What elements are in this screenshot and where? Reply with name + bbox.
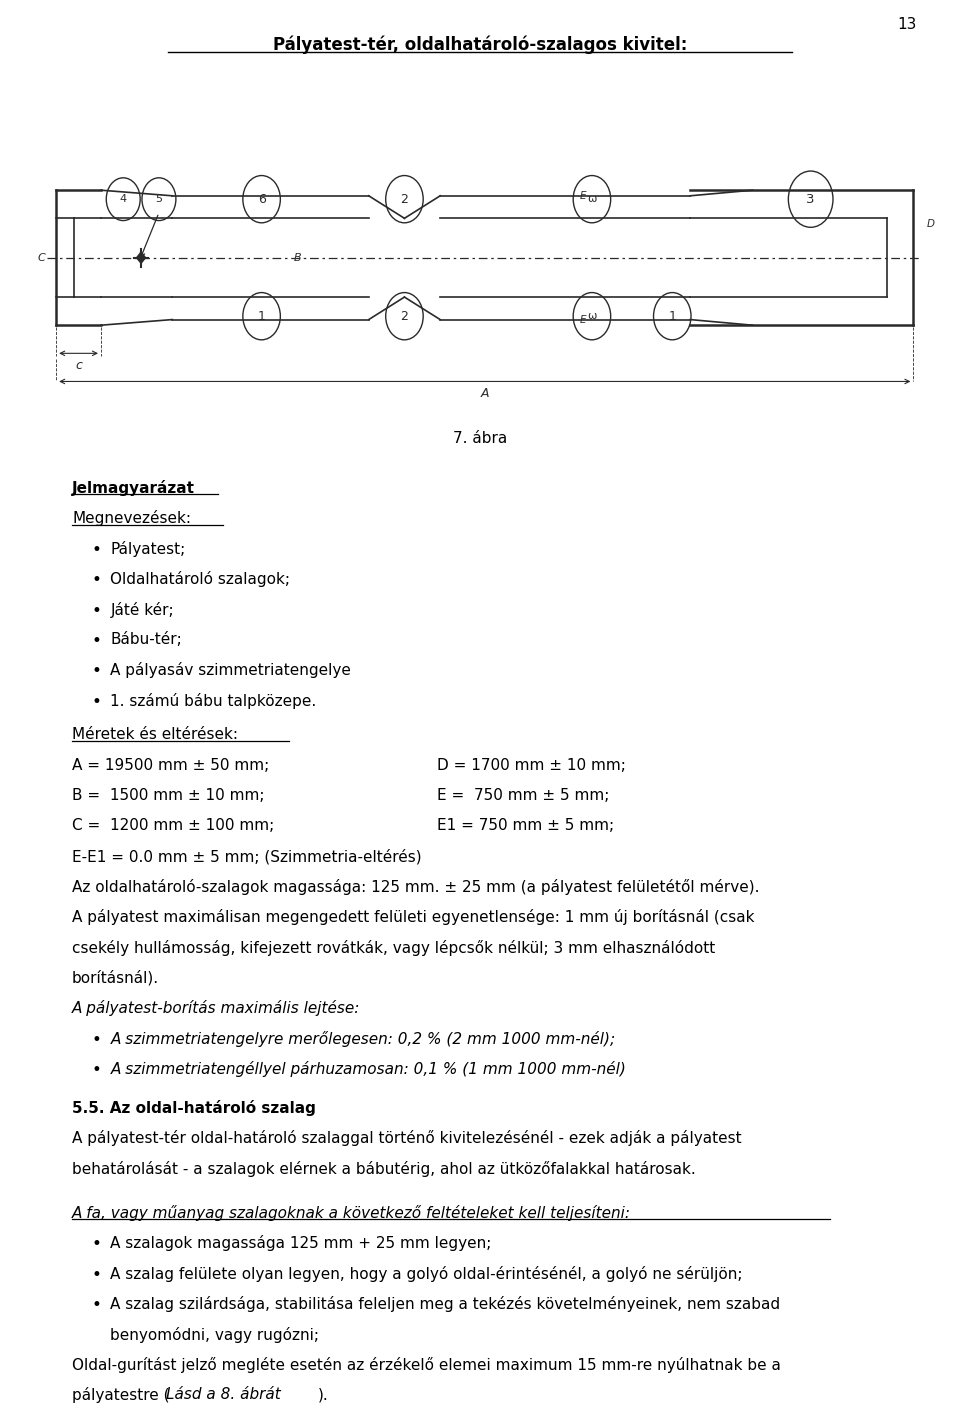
Text: •: •	[91, 1062, 101, 1079]
Text: c: c	[75, 359, 82, 371]
Text: •: •	[91, 1236, 101, 1254]
Text: •: •	[91, 1031, 101, 1049]
Text: Jelmagyarázat: Jelmagyarázat	[72, 480, 195, 496]
Text: A pályatest-borítás maximális lejtése:: A pályatest-borítás maximális lejtése:	[72, 1000, 360, 1017]
Text: 1: 1	[668, 309, 676, 323]
Text: E: E	[580, 315, 587, 325]
Text: D: D	[926, 219, 935, 229]
Text: B: B	[294, 253, 301, 263]
Text: Oldalhatároló szalagok;: Oldalhatároló szalagok;	[110, 570, 290, 587]
Text: A pályatest maximálisan megengedett felületi egyenetlensége: 1 mm új borításnál : A pályatest maximálisan megengedett felü…	[72, 909, 755, 925]
Text: A fa, vagy műanyag szalagoknak a következő feltételeket kell teljesíteni:: A fa, vagy műanyag szalagoknak a követke…	[72, 1204, 631, 1221]
Text: •: •	[91, 541, 101, 559]
Text: A = 19500 mm ± 50 mm;: A = 19500 mm ± 50 mm;	[72, 757, 269, 772]
Text: 2: 2	[400, 309, 408, 323]
Text: •: •	[91, 631, 101, 650]
Text: C: C	[37, 253, 45, 263]
Text: •: •	[91, 1296, 101, 1315]
Text: A: A	[481, 387, 489, 400]
Text: A pályatest-tér oldal-határoló szalaggal történő kivitelezésénél - ezek adják a : A pályatest-tér oldal-határoló szalaggal…	[72, 1130, 742, 1147]
Text: benyomódni, vagy rugózni;: benyomódni, vagy rugózni;	[110, 1326, 320, 1343]
Text: csekély hullámosság, kifejezett rovátkák, vagy lépcsők nélkül; 3 mm elhasználódo: csekély hullámosság, kifejezett rovátkák…	[72, 939, 715, 956]
Text: A pályasáv szimmetriatengelye: A pályasáv szimmetriatengelye	[110, 662, 351, 678]
Text: •: •	[91, 662, 101, 681]
Text: Méretek és eltérések:: Méretek és eltérések:	[72, 727, 238, 743]
Text: behatárolását - a szalagok elérnek a bábutérig, ahol az ütközőfalakkal határosak: behatárolását - a szalagok elérnek a báb…	[72, 1161, 696, 1176]
Text: borításnál).: borításnál).	[72, 970, 159, 986]
Text: ).: ).	[318, 1387, 328, 1402]
Text: A szimmetriatengéllyel párhuzamosan: 0,1 % (1 mm 1000 mm-nél): A szimmetriatengéllyel párhuzamosan: 0,1…	[110, 1062, 626, 1077]
Text: B =  1500 mm ± 10 mm;: B = 1500 mm ± 10 mm;	[72, 788, 265, 803]
Text: E: E	[580, 191, 587, 201]
Text: Megnevezések:: Megnevezések:	[72, 510, 191, 527]
Text: E =  750 mm ± 5 mm;: E = 750 mm ± 5 mm;	[437, 788, 610, 803]
Text: Oldal-gurítást jelző megléte esetén az érzékelő elemei maximum 15 mm-re nyúlhatn: Oldal-gurítást jelző megléte esetén az é…	[72, 1357, 780, 1372]
Text: •: •	[91, 692, 101, 710]
Text: pályatestre (: pályatestre (	[72, 1387, 170, 1404]
Text: 5.5. Az oldal-határoló szalag: 5.5. Az oldal-határoló szalag	[72, 1100, 316, 1115]
Text: ω: ω	[588, 195, 596, 205]
Text: D = 1700 mm ± 10 mm;: D = 1700 mm ± 10 mm;	[437, 757, 626, 772]
Text: 1: 1	[257, 309, 266, 323]
Text: 6: 6	[257, 192, 266, 206]
Text: 7. ábra: 7. ábra	[453, 431, 507, 446]
Text: 1. számú bábu talpközepe.: 1. számú bábu talpközepe.	[110, 692, 317, 709]
Text: Pályatest;: Pályatest;	[110, 541, 185, 556]
Text: A szalag szilárdsága, stabilitása feleljen meg a tekézés követelményeinek, nem s: A szalag szilárdsága, stabilitása felelj…	[110, 1296, 780, 1312]
Polygon shape	[136, 253, 146, 263]
Text: 13: 13	[898, 17, 917, 32]
Text: A szalag felülete olyan legyen, hogy a golyó oldal-érintésénél, a golyó ne sérül: A szalag felülete olyan legyen, hogy a g…	[110, 1265, 743, 1282]
Text: A szimmetriatengelyre merőlegesen: 0,2 % (2 mm 1000 mm-nél);: A szimmetriatengelyre merőlegesen: 0,2 %…	[110, 1031, 615, 1046]
Text: E-E1 = 0.0 mm ± 5 mm; (Szimmetria-eltérés): E-E1 = 0.0 mm ± 5 mm; (Szimmetria-eltéré…	[72, 849, 421, 864]
Text: Pályatest-tér, oldalhatároló-szalagos kivitel:: Pályatest-tér, oldalhatároló-szalagos ki…	[273, 35, 687, 54]
Text: E1 = 750 mm ± 5 mm;: E1 = 750 mm ± 5 mm;	[437, 818, 614, 833]
Text: Lásd a 8. ábrát: Lásd a 8. ábrát	[166, 1387, 281, 1402]
Text: Bábu-tér;: Bábu-tér;	[110, 631, 182, 647]
Text: ω: ω	[588, 311, 596, 321]
Text: Játé kér;: Játé kér;	[110, 602, 174, 617]
Text: 5: 5	[156, 195, 162, 205]
Text: Az oldalhatároló-szalagok magassága: 125 mm. ± 25 mm (a pályatest felületétől mé: Az oldalhatároló-szalagok magassága: 125…	[72, 878, 759, 895]
Text: •: •	[91, 602, 101, 620]
Text: C =  1200 mm ± 100 mm;: C = 1200 mm ± 100 mm;	[72, 818, 275, 833]
Text: •: •	[91, 1265, 101, 1284]
Text: 2: 2	[400, 192, 408, 206]
Text: 4: 4	[120, 195, 127, 205]
Text: •: •	[91, 570, 101, 589]
Text: A szalagok magassága 125 mm + 25 mm legyen;: A szalagok magassága 125 mm + 25 mm legy…	[110, 1236, 492, 1251]
Text: 3: 3	[806, 192, 815, 206]
